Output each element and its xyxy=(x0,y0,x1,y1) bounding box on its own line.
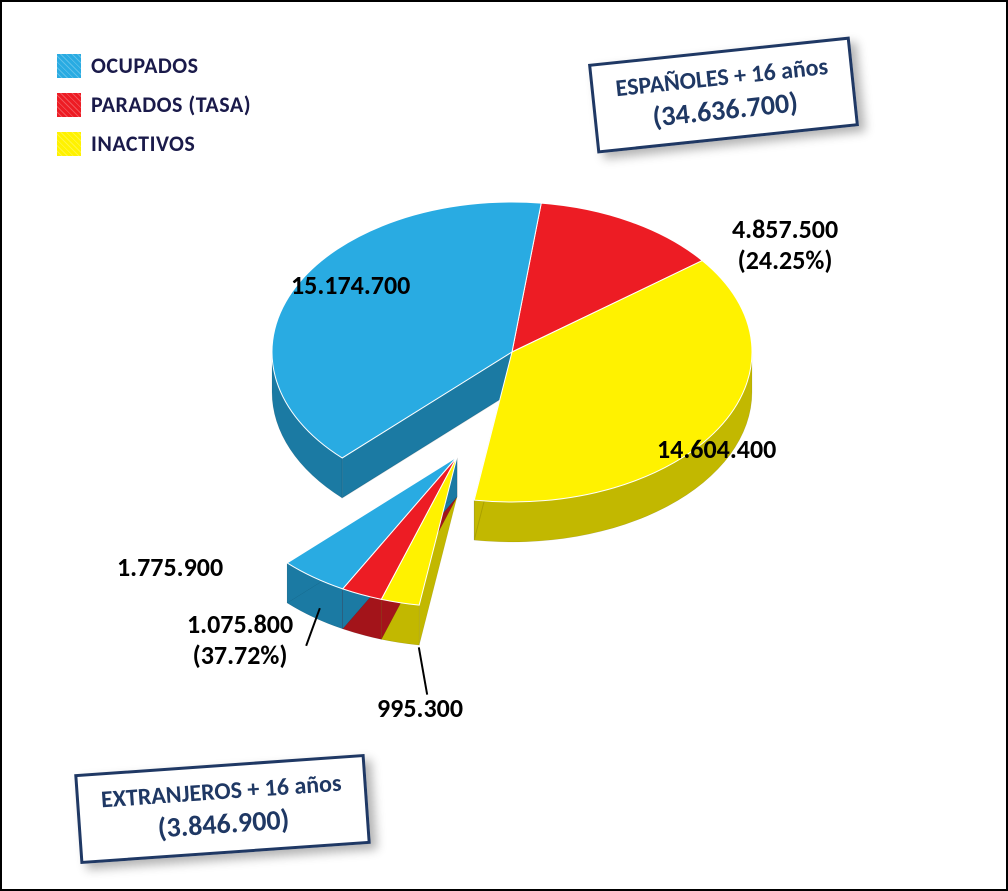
legend-item-inactivos: INACTIVOS xyxy=(57,130,251,157)
callout-espanoles: ESPAÑOLES + 16 años (34.636.700) xyxy=(588,36,859,153)
label-parados-ext-line1: 1.075.800 xyxy=(187,608,293,640)
label-parados-esp: 4.857.500 (24.25%) xyxy=(732,214,838,276)
legend-swatch-ocupados xyxy=(57,54,81,78)
callout-extranjeros: EXTRANJEROS + 16 años (3.846.900) xyxy=(74,754,371,864)
label-inactivos-ext: 995.300 xyxy=(377,693,463,724)
pie-svg xyxy=(202,162,822,662)
legend-swatch-inactivos xyxy=(57,132,81,156)
label-ocupados-ext: 1.775.900 xyxy=(117,552,223,583)
label-parados-ext-line2: (37.72%) xyxy=(193,639,288,671)
label-parados-esp-line2: (24.25%) xyxy=(738,244,833,276)
pie-chart xyxy=(202,162,822,662)
label-inactivos-esp: 14.604.400 xyxy=(657,434,776,465)
legend-item-ocupados: OCUPADOS xyxy=(57,52,251,79)
label-ocupados-ext-line1: 1.775.900 xyxy=(117,551,223,583)
legend-item-parados: PARADOS (TASA) xyxy=(57,91,251,118)
chart-container: OCUPADOS PARADOS (TASA) INACTIVOS 15.174… xyxy=(0,0,1008,891)
legend-label-ocupados: OCUPADOS xyxy=(91,52,199,79)
legend-swatch-parados xyxy=(57,93,81,117)
label-inactivos-ext-line1: 995.300 xyxy=(377,692,463,724)
label-parados-ext: 1.075.800 (37.72%) xyxy=(187,609,293,671)
label-inactivos-esp-line1: 14.604.400 xyxy=(657,433,776,465)
legend: OCUPADOS PARADOS (TASA) INACTIVOS xyxy=(57,52,251,169)
legend-label-inactivos: INACTIVOS xyxy=(91,130,195,157)
legend-label-parados: PARADOS (TASA) xyxy=(91,91,251,118)
label-ocupados-esp: 15.174.700 xyxy=(291,270,410,301)
label-parados-esp-line1: 4.857.500 xyxy=(732,213,838,245)
label-ocupados-esp-line1: 15.174.700 xyxy=(291,269,410,301)
